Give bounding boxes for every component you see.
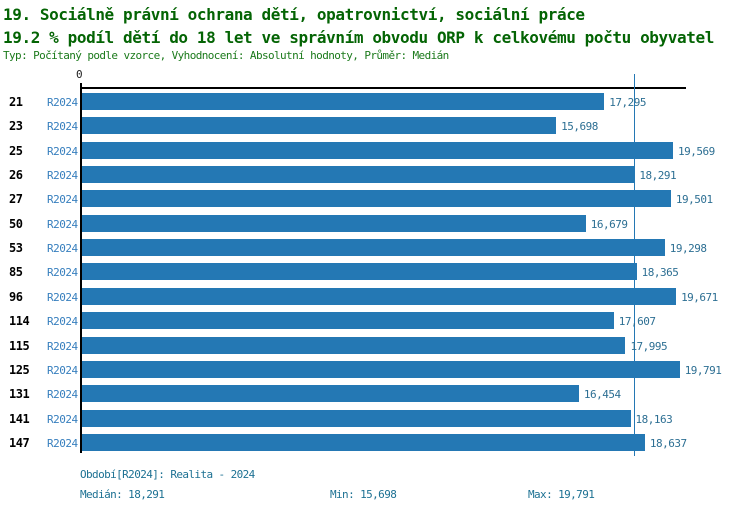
bar-96[interactable]	[82, 287, 677, 305]
row-series-label: R2024	[47, 388, 78, 402]
bar-value-label: 18,291	[639, 169, 677, 183]
bar-value-label: 18,365	[641, 266, 679, 280]
row-series-label: R2024	[47, 290, 78, 304]
row-category-label: 125	[9, 362, 30, 377]
bar-value-label: 19,501	[675, 193, 713, 207]
row-series-label: R2024	[47, 436, 78, 450]
row-series-label: R2024	[47, 266, 78, 280]
row-series-label: R2024	[47, 363, 78, 377]
row-series-label: R2024	[47, 120, 78, 134]
bar-26[interactable]	[82, 166, 635, 184]
bar-131[interactable]	[82, 385, 579, 403]
row-category-label: 115	[9, 338, 30, 353]
row-category-label: 114	[9, 314, 30, 329]
bar-21[interactable]	[82, 93, 605, 110]
bar-value-label: 17,295	[609, 96, 647, 109]
row-category-label: 23	[9, 119, 23, 134]
bar-chart: 0 21 R2024 17,295 23 R2024 15,698 25 R2024 19,56…	[0, 60, 750, 460]
row-series-label: R2024	[47, 193, 78, 207]
bar-53[interactable]	[82, 239, 665, 257]
bar-125[interactable]	[82, 360, 680, 378]
bar-27[interactable]	[82, 190, 671, 208]
bar-value-label: 18,637	[649, 436, 687, 450]
bar-147[interactable]	[82, 433, 645, 451]
bar-115[interactable]	[82, 336, 626, 354]
row-category-label: 27	[9, 192, 23, 207]
indicator-meta: Typ: Počítaný podle vzorce, Vyhodnocení:…	[3, 49, 449, 62]
x-axis-line	[82, 87, 686, 89]
row-series-label: R2024	[47, 412, 78, 426]
row-category-label: 85	[9, 265, 23, 280]
row-series-label: R2024	[47, 315, 78, 329]
row-category-label: 96	[9, 289, 23, 304]
row-category-label: 53	[9, 241, 23, 256]
row-category-label: 26	[9, 168, 23, 183]
bar-50[interactable]	[82, 214, 586, 232]
footer-max: Max: 19,791	[528, 488, 595, 501]
bar-value-label: 19,298	[669, 242, 707, 256]
bar-value-label: 16,454	[583, 388, 621, 402]
row-category-label: 131	[9, 387, 30, 402]
bar-value-label: 18,163	[635, 412, 673, 426]
page-title: 19. Sociálně právní ochrana dětí, opatro…	[3, 5, 585, 24]
footer-median: Medián: 18,291	[80, 488, 165, 501]
bar-value-label: 17,607	[618, 315, 656, 329]
bar-value-label: 19,791	[684, 363, 722, 377]
bar-85[interactable]	[82, 263, 637, 281]
bar-23[interactable]	[82, 117, 557, 135]
bar-25[interactable]	[82, 141, 673, 159]
y-axis-line	[80, 83, 82, 453]
row-category-label: 21	[9, 95, 23, 109]
row-series-label: R2024	[47, 169, 78, 183]
bar-value-label: 16,679	[590, 217, 628, 231]
bar-value-label: 17,995	[630, 339, 668, 353]
row-series-label: R2024	[47, 217, 78, 231]
footer-min: Min: 15,698	[330, 488, 397, 501]
row-series-label: R2024	[47, 144, 78, 158]
bar-value-label: 15,698	[561, 120, 598, 134]
bar-114[interactable]	[82, 312, 614, 330]
row-category-label: 50	[9, 216, 23, 231]
page-subtitle: 19.2 % podíl dětí do 18 let ve správním …	[3, 28, 714, 47]
row-series-label: R2024	[47, 242, 78, 256]
row-category-label: 25	[9, 143, 23, 158]
bar-value-label: 19,569	[677, 144, 715, 158]
bar-value-label: 19,671	[681, 290, 718, 304]
row-series-label: R2024	[47, 339, 78, 353]
bar-141[interactable]	[82, 409, 631, 427]
footer-period: Období[R2024]: Realita - 2024	[80, 468, 255, 481]
row-category-label: 141	[9, 411, 30, 426]
row-series-label: R2024	[47, 96, 78, 109]
x-axis-zero-tick-label: 0	[76, 68, 83, 81]
row-category-label: 147	[9, 435, 30, 450]
